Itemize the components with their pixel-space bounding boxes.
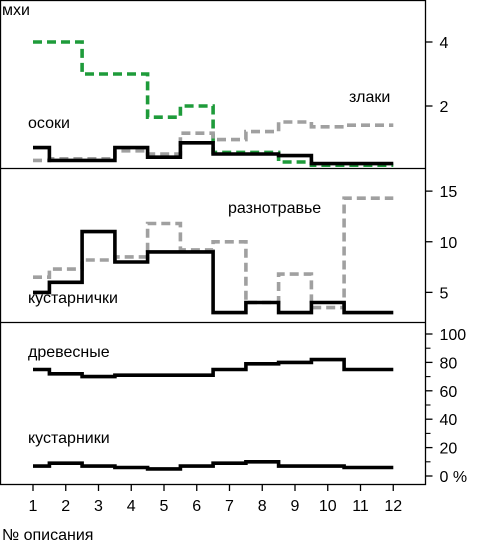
y-tick-label: 40	[440, 412, 458, 429]
x-tick-label: 3	[94, 498, 103, 515]
series-label-мхи: мхи	[2, 2, 30, 19]
y-tick-label: 80	[440, 355, 458, 372]
series-label-разнотравье: разнотравье	[228, 200, 321, 217]
x-tick-label: 12	[384, 498, 402, 515]
y-tick-label: 4	[440, 35, 449, 52]
series-line-кустарнички	[33, 229, 394, 315]
x-tick-label: 5	[160, 498, 169, 515]
x-tick-label: 7	[225, 498, 234, 515]
series-line-древесные	[33, 357, 394, 379]
series-label-злаки: злаки	[349, 89, 390, 106]
y-tick-label: 20	[440, 441, 458, 458]
x-tick-label: 6	[192, 498, 201, 515]
x-tick-label: 1	[29, 498, 38, 515]
y-tick-label: 5	[440, 285, 449, 302]
x-tick-label: 10	[319, 498, 337, 515]
y-tick-label: 2	[440, 99, 449, 116]
y-tick-label: 15	[440, 184, 458, 201]
y-tick-label: 0 %	[440, 469, 468, 486]
x-tick-label: 11	[352, 498, 369, 515]
series-line-злаки	[33, 120, 394, 163]
y-tick-label: 10	[440, 235, 458, 252]
series-label-древесные: древесные	[28, 344, 110, 361]
x-tick-label: 8	[258, 498, 267, 515]
x-tick-label: 4	[127, 498, 136, 515]
series-line-осоки	[33, 141, 394, 166]
series-line-кустарники	[33, 460, 394, 471]
x-tick-label: 2	[61, 498, 70, 515]
x-axis-label: № описания	[2, 527, 93, 544]
x-tick-label: 9	[291, 498, 300, 515]
series-label-осоки: осоки	[28, 115, 70, 132]
plot-frame	[0, 0, 427, 486]
y-tick-label: 60	[440, 384, 458, 401]
series-label-кустарники: кустарники	[28, 430, 110, 447]
y-tick-label: 100	[440, 327, 467, 344]
series-label-кустарнички: кустарнички	[28, 290, 118, 307]
